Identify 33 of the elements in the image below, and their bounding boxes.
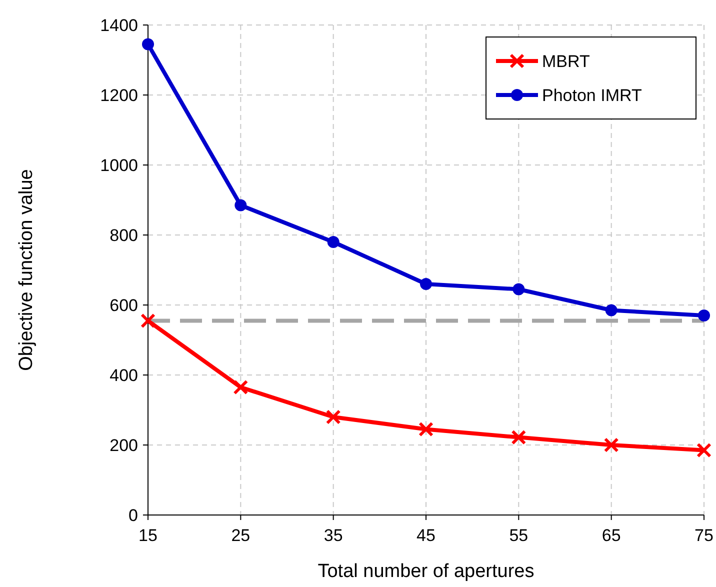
point xyxy=(420,278,432,290)
point xyxy=(142,38,154,50)
y-tick-label: 400 xyxy=(110,366,138,385)
y-tick-label: 1200 xyxy=(100,86,138,105)
point xyxy=(605,304,618,316)
x-tick-label: 45 xyxy=(416,526,436,545)
point xyxy=(418,422,434,437)
y-tick-label: 200 xyxy=(110,436,138,455)
x-tick-label: 25 xyxy=(231,526,250,545)
point xyxy=(512,283,525,296)
x-tick-label: 65 xyxy=(602,526,621,545)
x-tick-label: 15 xyxy=(138,526,158,545)
y-tick-label: 600 xyxy=(110,296,138,315)
y-tick-label: 0 xyxy=(128,506,138,525)
legend-label: Photon IMRT xyxy=(542,86,642,105)
point xyxy=(696,442,712,458)
y-tick-label: 1400 xyxy=(100,16,138,35)
x-tick-label: 75 xyxy=(694,526,714,545)
point xyxy=(326,410,341,424)
x-tick-label: 35 xyxy=(324,526,343,545)
point xyxy=(234,199,247,212)
point xyxy=(233,380,248,395)
point xyxy=(140,313,156,328)
point xyxy=(327,236,340,248)
y-tick-label: 800 xyxy=(110,226,138,245)
point xyxy=(511,430,526,445)
y-tick-label: 1000 xyxy=(100,156,138,175)
point xyxy=(604,438,619,452)
y-axis-title: Objective function value xyxy=(16,169,37,371)
legend-label: MBRT xyxy=(542,52,590,71)
x-axis-title: Total number of apertures xyxy=(318,561,534,582)
x-tick-label: 55 xyxy=(509,526,528,545)
point xyxy=(698,310,710,322)
